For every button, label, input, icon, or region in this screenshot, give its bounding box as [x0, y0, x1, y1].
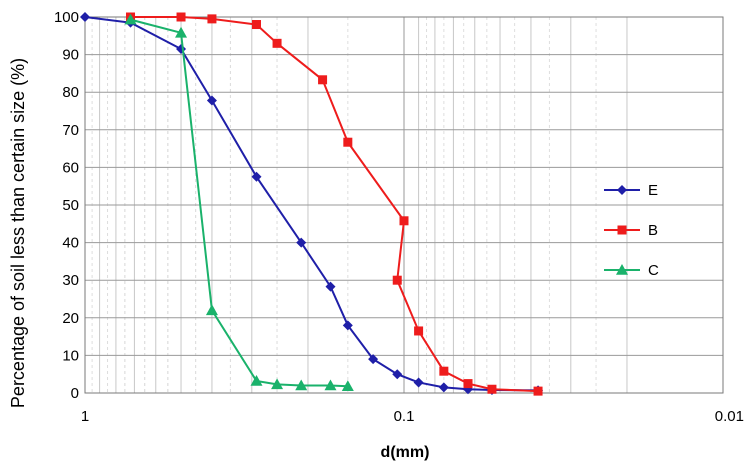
data-point-square — [487, 384, 497, 394]
data-point-triangle — [324, 379, 337, 391]
y-tick-label: 70 — [62, 122, 79, 139]
legend-label: B — [648, 222, 658, 239]
series-line-c — [130, 18, 348, 388]
legend-item-c: C — [604, 262, 659, 279]
data-point-diamond — [251, 171, 262, 182]
y-tick-label: 90 — [62, 47, 79, 64]
data-point-square — [176, 12, 186, 22]
data-point-square — [439, 366, 449, 376]
data-point-diamond — [296, 237, 307, 248]
legend-item-b: B — [604, 222, 658, 239]
data-point-triangle — [295, 379, 308, 391]
axis-layer: 0 10 20 30 40 50 60 70 80 90 100 1 0.1 0.01 — [54, 9, 744, 425]
x-tick-label: 0.01 — [715, 408, 744, 425]
legend: E B C — [604, 182, 659, 279]
series-line-b — [130, 16, 539, 393]
data-point-diamond — [392, 369, 403, 380]
y-tick-label: 30 — [62, 272, 79, 289]
data-point-diamond — [342, 320, 353, 331]
data-point-square — [414, 326, 424, 336]
series-e — [80, 12, 544, 396]
data-point-square — [617, 225, 627, 235]
data-point-square — [207, 14, 217, 24]
y-tick-label: 50 — [62, 197, 79, 214]
data-point-triangle — [616, 264, 628, 275]
legend-label: E — [648, 182, 658, 199]
y-tick-label: 60 — [62, 159, 79, 176]
y-tick-label: 40 — [62, 235, 79, 252]
series-c — [124, 13, 354, 392]
data-point-diamond — [438, 382, 449, 393]
y-tick-label: 10 — [62, 347, 79, 364]
y-tick-label: 20 — [62, 310, 79, 327]
data-point-triangle — [124, 13, 137, 25]
y-tick-label: 0 — [71, 385, 79, 402]
data-point-square — [272, 38, 282, 48]
data-point-square — [318, 75, 328, 85]
data-point-square — [463, 379, 473, 389]
grid-layer — [84, 16, 723, 394]
data-point-diamond — [325, 281, 336, 292]
y-tick-label: 80 — [62, 84, 79, 101]
data-point-square — [399, 216, 409, 226]
legend-label: C — [648, 262, 659, 279]
data-point-square — [251, 20, 261, 30]
data-point-square — [533, 386, 543, 396]
y-tick-label: 100 — [54, 9, 79, 26]
data-point-diamond — [368, 354, 379, 365]
x-tick-label: 1 — [81, 408, 89, 425]
data-point-triangle — [250, 374, 263, 386]
data-point-diamond — [617, 185, 627, 195]
data-point-triangle — [341, 380, 354, 392]
legend-item-e: E — [604, 182, 658, 199]
data-point-diamond — [206, 95, 217, 106]
series-b — [126, 12, 543, 396]
plot-area-border — [84, 16, 724, 394]
data-point-diamond — [80, 12, 90, 22]
data-point-triangle — [271, 378, 284, 390]
data-point-square — [392, 275, 402, 285]
series-line-e — [84, 16, 539, 392]
y-axis-title: Percentage of soil less than certain siz… — [8, 58, 28, 408]
data-point-triangle — [175, 26, 188, 38]
x-axis-title: d(mm) — [381, 444, 430, 461]
data-point-square — [343, 137, 353, 147]
x-tick-label: 0.1 — [394, 408, 415, 425]
data-point-triangle — [205, 304, 218, 316]
data-point-diamond — [176, 43, 187, 54]
data-point-diamond — [413, 377, 424, 388]
series-layer — [80, 12, 544, 396]
